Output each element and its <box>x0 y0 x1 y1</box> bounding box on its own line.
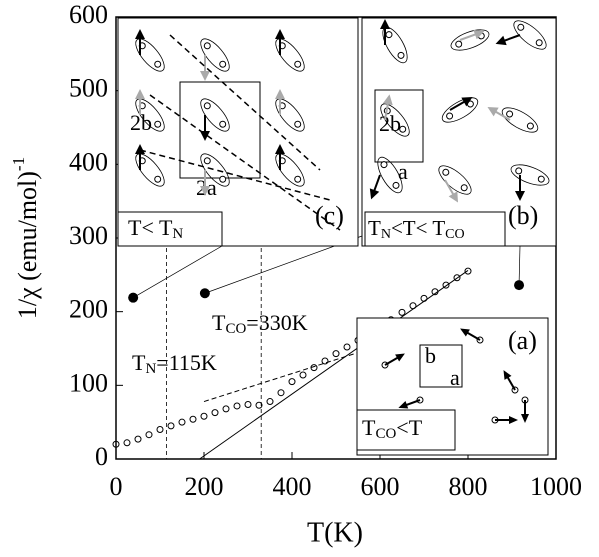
cond-sub: N <box>172 226 183 242</box>
insets: (c) T< TN 2b 2a (b) TN<T< TCO 2b a (a) T… <box>118 16 556 455</box>
cond-sub: CO <box>445 227 464 242</box>
y-tick-label: 0 <box>95 442 108 471</box>
data-point <box>443 282 449 288</box>
data-point <box>212 410 218 416</box>
connector <box>519 246 520 285</box>
annotation-sub: CO <box>225 321 246 337</box>
inset-a-axis: b <box>425 343 436 368</box>
data-point <box>333 351 339 357</box>
y-tick-label: 400 <box>69 147 108 176</box>
data-point <box>289 379 295 385</box>
data-point <box>234 403 240 409</box>
inset-a-axis: a <box>450 365 460 390</box>
annotation-part: T <box>132 350 146 375</box>
data-point <box>399 309 405 315</box>
data-point <box>300 372 306 378</box>
x-tick-label: 800 <box>449 472 488 501</box>
inset-b-axis: a <box>398 159 408 184</box>
annotation: TCO=330K <box>212 310 308 337</box>
x-tick-label: 0 <box>110 472 123 501</box>
inset-marker <box>128 293 138 303</box>
data-point <box>124 440 130 446</box>
x-tick-label: 400 <box>273 472 312 501</box>
data-point <box>135 436 141 442</box>
data-point <box>190 416 196 422</box>
data-point <box>201 413 207 419</box>
chart: T(K) 1/χ (emu/mol)-1 0 200 400 600 800 1000 0 1… <box>0 0 599 557</box>
data-point <box>278 390 284 396</box>
annotation-part: T <box>212 310 226 335</box>
y-tick-label: 500 <box>69 74 108 103</box>
annotation: TN=115K <box>132 350 217 377</box>
x-axis-label: T(K) <box>307 517 363 548</box>
y-tick-label: 100 <box>69 368 108 397</box>
data-point <box>421 295 427 301</box>
inset-marker <box>200 288 210 298</box>
cond-part: <T< T <box>391 216 445 240</box>
data-point <box>179 419 185 425</box>
data-point <box>146 432 152 438</box>
inset-c-label: (c) <box>315 201 344 230</box>
data-point <box>267 399 273 405</box>
annotation-part: =330K <box>246 310 307 335</box>
data-point <box>410 303 416 309</box>
data-point <box>245 401 251 407</box>
inset-b-label: (b) <box>508 201 538 230</box>
data-point <box>168 423 174 429</box>
inset-a-label: (a) <box>508 326 537 355</box>
cond-part: T <box>362 415 376 440</box>
data-point <box>223 406 229 412</box>
data-point <box>157 427 163 433</box>
cond-sub: N <box>381 227 391 242</box>
data-point <box>322 358 328 364</box>
x-tick-label: 1000 <box>530 472 582 501</box>
x-tick-label: 200 <box>185 472 224 501</box>
y-label-sup: -1 <box>9 157 28 171</box>
data-point <box>465 268 471 274</box>
y-axis-label: 1/χ (emu/mol)-1 <box>9 157 42 319</box>
y-tick-label: 600 <box>69 0 108 29</box>
y-tick-label: 300 <box>69 221 108 250</box>
connector <box>133 246 222 298</box>
cond-sub: CO <box>375 426 396 442</box>
y-tick-label: 200 <box>69 295 108 324</box>
annotation-part: =115K <box>156 350 217 375</box>
cond-part: T< T <box>128 215 173 240</box>
annotation-sub: N <box>145 361 156 377</box>
cond-part: <T <box>396 415 422 440</box>
x-tick-label: 600 <box>361 472 400 501</box>
y-label-main: 1/χ (emu/mol) <box>13 171 42 319</box>
data-point <box>344 344 350 350</box>
inset-marker <box>514 280 524 290</box>
cond-part: T <box>368 216 381 240</box>
